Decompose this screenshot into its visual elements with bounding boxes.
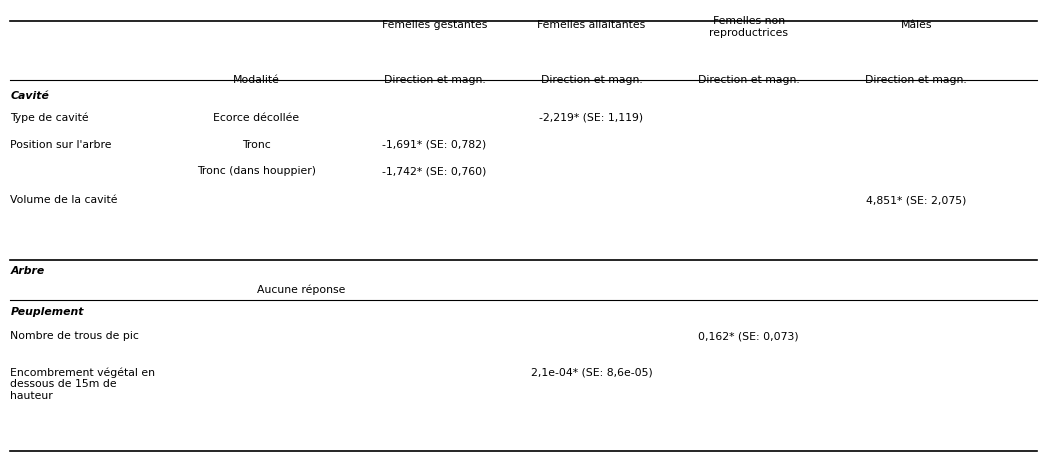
Text: Cavité: Cavité [10, 91, 49, 101]
Text: Position sur l'arbre: Position sur l'arbre [10, 140, 112, 150]
Text: -2,219* (SE: 1,119): -2,219* (SE: 1,119) [539, 113, 644, 123]
Text: Tronc: Tronc [242, 140, 271, 150]
Text: -1,742* (SE: 0,760): -1,742* (SE: 0,760) [382, 166, 487, 177]
Text: Mâles: Mâles [900, 20, 932, 30]
Text: Direction et magn.: Direction et magn. [865, 75, 967, 86]
Text: Femelles non
reproductrices: Femelles non reproductrices [709, 16, 788, 38]
Text: 2,1e-04* (SE: 8,6e-05): 2,1e-04* (SE: 8,6e-05) [531, 367, 652, 378]
Text: Direction et magn.: Direction et magn. [540, 75, 643, 86]
Text: Type de cavité: Type de cavité [10, 113, 89, 123]
Text: -1,691* (SE: 0,782): -1,691* (SE: 0,782) [382, 140, 487, 150]
Text: Ecorce décollée: Ecorce décollée [214, 113, 299, 123]
Text: Direction et magn.: Direction et magn. [697, 75, 800, 86]
Text: Encombrement végétal en
dessous de 15m de
hauteur: Encombrement végétal en dessous de 15m d… [10, 367, 155, 401]
Text: Volume de la cavité: Volume de la cavité [10, 195, 118, 206]
Text: 4,851* (SE: 2,075): 4,851* (SE: 2,075) [866, 195, 966, 206]
Text: Modalité: Modalité [233, 75, 280, 86]
Text: Aucune réponse: Aucune réponse [257, 285, 344, 295]
Text: Femelles allaitantes: Femelles allaitantes [537, 20, 646, 30]
Text: 0,162* (SE: 0,073): 0,162* (SE: 0,073) [698, 331, 799, 341]
Text: Direction et magn.: Direction et magn. [383, 75, 486, 86]
Text: Tronc (dans houppier): Tronc (dans houppier) [197, 166, 316, 177]
Text: Peuplement: Peuplement [10, 307, 84, 317]
Text: Arbre: Arbre [10, 266, 45, 276]
Text: Nombre de trous de pic: Nombre de trous de pic [10, 331, 139, 341]
Text: Femelles gestantes: Femelles gestantes [382, 20, 487, 30]
